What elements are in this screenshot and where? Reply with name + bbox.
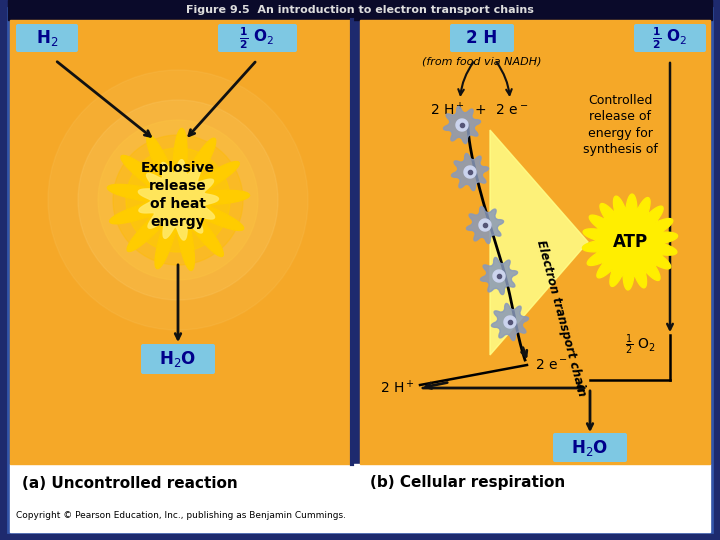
Polygon shape (582, 194, 678, 290)
Polygon shape (107, 129, 250, 271)
Circle shape (113, 135, 243, 265)
Bar (360, 20, 710, 464)
Text: H$_2$: H$_2$ (36, 28, 58, 48)
Polygon shape (479, 219, 491, 231)
Polygon shape (138, 160, 218, 240)
Circle shape (126, 148, 230, 252)
Text: 2 H$^+$  +  2 e$^-$: 2 H$^+$ + 2 e$^-$ (430, 102, 528, 119)
Bar (10, 20, 350, 464)
Text: Copyright © Pearson Education, Inc., publishing as Benjamin Cummings.: Copyright © Pearson Education, Inc., pub… (16, 510, 346, 519)
Text: 2 H$^+$: 2 H$^+$ (380, 379, 415, 397)
Text: (b) Cellular respiration: (b) Cellular respiration (370, 476, 565, 490)
Polygon shape (444, 106, 480, 144)
Text: (from food via NADH): (from food via NADH) (422, 57, 541, 67)
Text: H$_2$O: H$_2$O (571, 438, 608, 458)
Polygon shape (490, 130, 588, 355)
Polygon shape (451, 153, 489, 191)
Text: Explosive
release
of heat
energy: Explosive release of heat energy (141, 161, 215, 229)
Bar (10, 464, 710, 532)
Circle shape (78, 100, 278, 300)
FancyBboxPatch shape (16, 24, 78, 52)
Text: Electron transport chain: Electron transport chain (534, 238, 588, 397)
FancyBboxPatch shape (634, 24, 706, 52)
Polygon shape (480, 258, 518, 294)
FancyBboxPatch shape (553, 433, 627, 462)
Text: $\mathregular{\frac{1}{2}}$ O$_2$: $\mathregular{\frac{1}{2}}$ O$_2$ (625, 333, 656, 357)
Polygon shape (467, 206, 503, 244)
Polygon shape (456, 119, 468, 131)
Circle shape (98, 120, 258, 280)
Polygon shape (492, 303, 528, 341)
Polygon shape (464, 166, 476, 178)
Polygon shape (504, 316, 516, 328)
Text: $\mathregular{\frac{1}{2}}$ O$_2$: $\mathregular{\frac{1}{2}}$ O$_2$ (652, 25, 688, 51)
Text: 2 e$^-$: 2 e$^-$ (535, 358, 568, 372)
Circle shape (48, 70, 308, 330)
Polygon shape (493, 270, 505, 282)
Text: (a) Uncontrolled reaction: (a) Uncontrolled reaction (22, 476, 238, 490)
Text: $\mathregular{\frac{1}{2}}$ O$_2$: $\mathregular{\frac{1}{2}}$ O$_2$ (239, 25, 275, 51)
Text: H$_2$O: H$_2$O (159, 349, 197, 369)
FancyBboxPatch shape (450, 24, 514, 52)
Text: ATP: ATP (613, 233, 647, 251)
Bar (8, 0, 712, 20)
Text: Figure 9.5  An introduction to electron transport chains: Figure 9.5 An introduction to electron t… (186, 5, 534, 15)
FancyBboxPatch shape (141, 344, 215, 374)
FancyBboxPatch shape (218, 24, 297, 52)
Text: Controlled
release of
energy for
synthesis of: Controlled release of energy for synthes… (582, 94, 657, 156)
Text: 2 H: 2 H (467, 29, 498, 47)
